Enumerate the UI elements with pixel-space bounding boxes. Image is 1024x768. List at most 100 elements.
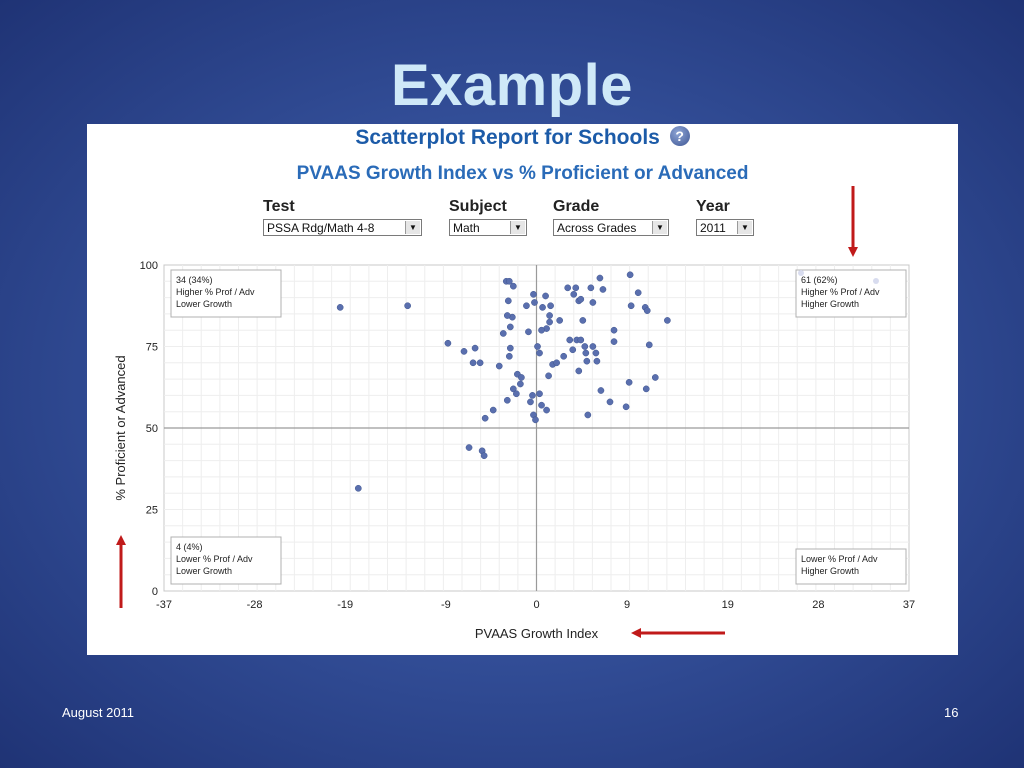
data-point bbox=[471, 344, 479, 352]
x-tick-label: -19 bbox=[337, 599, 353, 611]
data-point bbox=[546, 312, 553, 319]
data-point bbox=[566, 336, 574, 344]
data-point bbox=[547, 302, 554, 310]
filter-year-label: Year bbox=[696, 198, 730, 215]
report-subtitle: PVAAS Growth Index vs % Proficient or Ad… bbox=[296, 163, 749, 184]
report-title: Scatterplot Report for Schools ? bbox=[87, 126, 958, 150]
filter-subject-label: Subject bbox=[449, 198, 507, 215]
data-point bbox=[404, 302, 411, 310]
data-point bbox=[536, 390, 543, 398]
data-point bbox=[532, 416, 539, 424]
quadrant-label-text: Lower Growth bbox=[176, 566, 232, 576]
data-point bbox=[542, 292, 549, 300]
data-point bbox=[506, 344, 514, 352]
data-point bbox=[546, 318, 553, 326]
data-point bbox=[556, 317, 564, 324]
data-point bbox=[476, 359, 484, 367]
filter-test-label: Test bbox=[263, 198, 295, 215]
quadrant-label-text: 61 (62%) bbox=[801, 275, 838, 285]
data-point bbox=[569, 346, 577, 354]
x-tick-label: 19 bbox=[722, 599, 734, 611]
data-point bbox=[543, 406, 550, 414]
data-point bbox=[460, 348, 468, 355]
quadrant-label-bottom-left: 4 (4%) Lower % Prof / Adv Lower Growth bbox=[170, 536, 282, 585]
quadrant-label-text: Higher Growth bbox=[801, 299, 859, 309]
x-tick-label: -9 bbox=[441, 599, 451, 611]
data-point bbox=[610, 326, 618, 334]
data-point bbox=[572, 284, 580, 292]
data-point bbox=[538, 401, 545, 409]
grade-select[interactable]: Across Grades ▼ bbox=[553, 219, 669, 236]
x-tick-label: 0 bbox=[533, 599, 539, 611]
data-point bbox=[593, 357, 601, 365]
data-point bbox=[536, 349, 543, 357]
help-icon[interactable]: ? bbox=[669, 126, 690, 146]
data-point bbox=[599, 286, 607, 293]
data-point bbox=[525, 328, 532, 336]
filter-year: Year 2011 ▼ bbox=[696, 198, 754, 236]
data-point bbox=[523, 302, 530, 310]
x-tick-label: 37 bbox=[903, 599, 915, 611]
data-point bbox=[518, 374, 525, 381]
data-point bbox=[582, 349, 590, 357]
data-point bbox=[581, 343, 589, 350]
data-point bbox=[645, 341, 653, 349]
data-point bbox=[506, 323, 514, 331]
data-point bbox=[592, 349, 600, 357]
slide-number: 16 bbox=[944, 705, 959, 720]
data-point bbox=[531, 299, 538, 306]
quadrant-label-top-left: 34 (34%) Higher % Prof / Adv Lower Growth bbox=[170, 269, 282, 318]
data-point bbox=[509, 385, 517, 393]
grade-select-value: Across Grades bbox=[557, 221, 637, 235]
data-point bbox=[589, 299, 597, 306]
data-point bbox=[530, 290, 537, 298]
data-point bbox=[553, 359, 560, 367]
filter-grade-label: Grade bbox=[553, 198, 600, 215]
data-point bbox=[505, 352, 513, 360]
chevron-down-icon[interactable]: ▼ bbox=[510, 221, 525, 234]
data-point bbox=[610, 338, 618, 345]
data-point bbox=[538, 326, 545, 334]
data-point bbox=[534, 343, 541, 350]
filter-test: Test PSSA Rdg/Math 4-8 ▼ bbox=[263, 198, 422, 236]
quadrant-label-box bbox=[795, 269, 907, 318]
x-tick-label: 9 bbox=[624, 599, 630, 611]
y-tick-label: 100 bbox=[140, 260, 158, 272]
data-point bbox=[596, 274, 604, 282]
report-panel: Scatterplot Report for Schools ? PVAAS G… bbox=[87, 124, 958, 655]
data-point bbox=[625, 379, 633, 386]
subject-select[interactable]: Math ▼ bbox=[449, 219, 527, 236]
data-point bbox=[622, 403, 630, 411]
data-point bbox=[480, 452, 488, 460]
data-point bbox=[539, 304, 546, 311]
data-point bbox=[481, 414, 489, 422]
data-point bbox=[560, 352, 568, 360]
chevron-down-icon[interactable]: ▼ bbox=[652, 221, 667, 234]
filter-grade: Grade Across Grades ▼ bbox=[553, 198, 669, 236]
subject-select-value: Math bbox=[453, 221, 480, 235]
data-point bbox=[527, 398, 534, 406]
year-select[interactable]: 2011 ▼ bbox=[696, 219, 754, 236]
x-tick-label: -37 bbox=[156, 599, 172, 611]
data-point bbox=[643, 307, 651, 314]
scatterplot-chart: -37 -28 -19 -9 0 9 19 28 37 0 25 50 75 100 PVAAS Growt… bbox=[113, 186, 915, 641]
test-select[interactable]: PSSA Rdg/Math 4-8 ▼ bbox=[263, 219, 422, 236]
chevron-down-icon[interactable]: ▼ bbox=[405, 221, 420, 234]
data-point bbox=[513, 390, 520, 398]
data-point bbox=[575, 367, 583, 375]
data-point bbox=[583, 357, 591, 365]
data-point bbox=[529, 392, 536, 399]
quadrant-label-text: Lower % Prof / Adv bbox=[801, 554, 878, 564]
quadrant-label-box bbox=[170, 536, 282, 585]
filter-subject: Subject Math ▼ bbox=[449, 198, 527, 236]
faint-point bbox=[798, 270, 804, 276]
data-point bbox=[570, 290, 578, 298]
footer-date: August 2011 bbox=[62, 705, 135, 720]
chevron-down-icon[interactable]: ▼ bbox=[737, 221, 752, 234]
data-point bbox=[469, 359, 477, 367]
data-point bbox=[627, 302, 635, 310]
data-point bbox=[597, 387, 605, 394]
data-point bbox=[577, 295, 585, 303]
faint-point bbox=[873, 278, 879, 284]
data-point bbox=[634, 289, 642, 297]
